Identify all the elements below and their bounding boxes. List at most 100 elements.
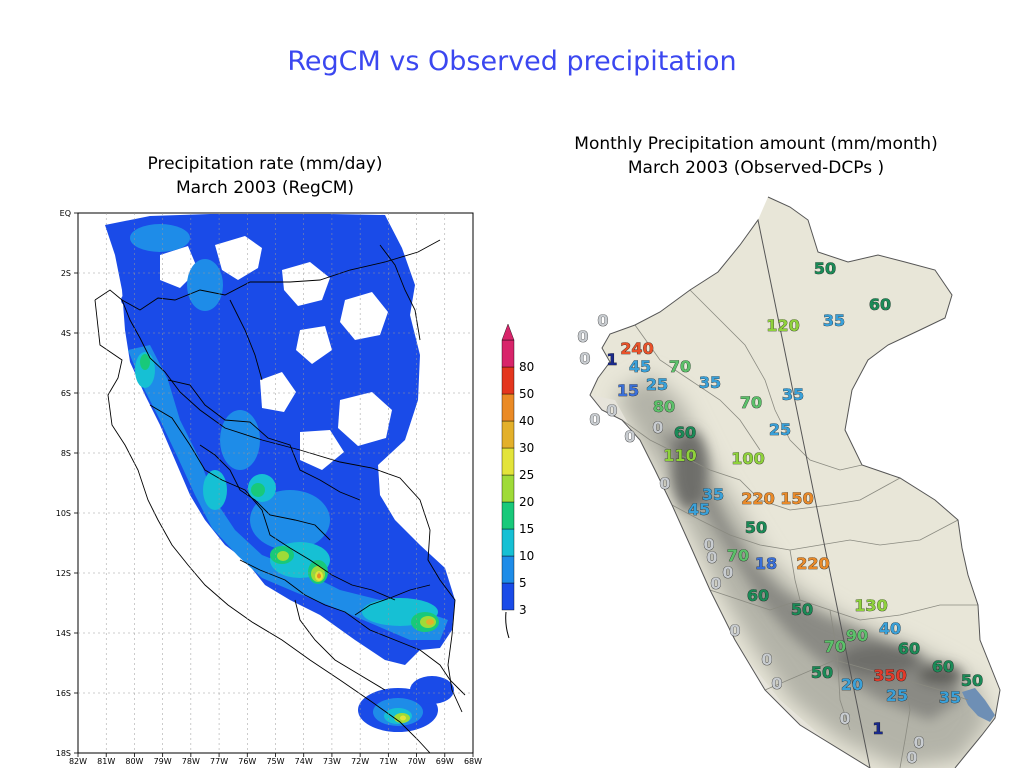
colorbar-level-label: 20 <box>519 495 534 509</box>
station-value-label: 70 <box>669 357 691 376</box>
latitude-label: 6S <box>61 389 71 398</box>
regcm-caption-line2: March 2003 (RegCM) <box>176 178 354 198</box>
station-value-label: 0 <box>652 418 663 437</box>
longitude-label: 74W <box>295 757 313 766</box>
station-value-label: 0 <box>579 349 590 368</box>
observed-map-caption: Monthly Precipitation amount (mm/month) … <box>548 132 964 180</box>
peru-outline <box>589 196 1001 768</box>
regional-border <box>294 599 386 691</box>
station-value-label: 0 <box>703 535 714 554</box>
station-value-label: 40 <box>879 619 901 638</box>
regcm-map-caption: Precipitation rate (mm/day) March 2003 (… <box>120 152 410 200</box>
colorbar-level-label: 80 <box>519 360 534 374</box>
peru-northern-border <box>94 239 441 311</box>
colorbar-swatch <box>501 474 515 503</box>
station-value-label: 25 <box>886 686 908 705</box>
rain-field-5mm <box>187 259 223 311</box>
regional-border <box>239 559 421 651</box>
station-value-label: 0 <box>906 748 917 767</box>
latlon-gridlines <box>74 212 474 757</box>
station-value-label: 70 <box>740 393 762 412</box>
longitude-label: 80W <box>125 757 143 766</box>
station-value-label: 60 <box>898 639 920 658</box>
andes-peaks <box>660 430 962 720</box>
station-value-label: 20 <box>841 675 863 694</box>
station-value-label: 220 <box>741 489 774 508</box>
rain-core-30mm <box>426 619 434 625</box>
department-border <box>689 289 863 471</box>
station-value-label: 0 <box>771 674 782 693</box>
station-value-label: 25 <box>769 420 791 439</box>
station-value-label: 25 <box>646 375 668 394</box>
colorbar-swatch <box>501 339 515 368</box>
department-border <box>621 419 901 511</box>
station-value-label: 1 <box>606 350 617 369</box>
colorbar-level-label: 10 <box>519 549 534 563</box>
rain-field-15mm <box>251 483 265 497</box>
regcm-caption-line1: Precipitation rate (mm/day) <box>147 154 383 174</box>
station-value-label: 45 <box>688 500 710 519</box>
dry-patch <box>215 236 262 280</box>
colorbar-level-label: 25 <box>519 468 534 482</box>
coastline-and-borders <box>94 239 466 753</box>
station-value-label: 0 <box>710 574 721 593</box>
station-value-label: 60 <box>869 295 891 314</box>
longitude-label: 70W <box>408 757 426 766</box>
station-value-label: 0 <box>761 650 772 669</box>
longitude-label: 71W <box>379 757 397 766</box>
peru-eastern-border <box>121 299 463 713</box>
dry-patch <box>296 326 332 364</box>
longitude-label: 79W <box>154 757 172 766</box>
station-value-label: 0 <box>706 548 717 567</box>
station-value-label: 0 <box>577 327 588 346</box>
colorbar-swatch <box>501 555 515 584</box>
regional-border <box>149 404 396 601</box>
station-value-label: 35 <box>939 688 961 707</box>
station-value-label: 50 <box>745 518 767 537</box>
observed-caption-line2: March 2003 (Observed-DCPs ) <box>627 158 885 178</box>
station-value-label: 0 <box>729 621 740 640</box>
colorbar-swatch <box>501 582 515 611</box>
latitude-label: 12S <box>56 569 71 578</box>
latitude-label: 18S <box>56 749 71 758</box>
longitude-label: 78W <box>182 757 200 766</box>
department-border <box>899 679 911 768</box>
station-value-label: 100 <box>731 449 764 468</box>
department-border <box>829 609 851 731</box>
rain-cell-south <box>410 676 454 704</box>
slide-title: RegCM vs Observed precipitation <box>287 46 737 77</box>
longitude-label: 75W <box>266 757 284 766</box>
colorbar-swatch <box>501 420 515 449</box>
station-value-label: 18 <box>755 554 777 573</box>
station-value-label: 120 <box>766 316 799 335</box>
station-value-label: 110 <box>663 446 696 465</box>
station-value-label: 50 <box>811 663 833 682</box>
lake-titicaca <box>962 688 995 722</box>
latitude-label: 2S <box>61 269 71 278</box>
station-value-label: 60 <box>932 657 954 676</box>
station-value-label: 0 <box>624 427 635 446</box>
station-value-label: 80 <box>653 397 675 416</box>
station-value-label: 45 <box>629 357 651 376</box>
station-value-label: 0 <box>597 311 608 330</box>
rain-field-5mm <box>220 410 260 470</box>
latitude-label: 8S <box>61 449 71 458</box>
station-value-label: 0 <box>589 410 600 429</box>
colorbar-level-label: 15 <box>519 522 534 536</box>
station-value-label: 0 <box>659 474 670 493</box>
station-value-label: 35 <box>782 385 804 404</box>
latitude-label: EQ <box>60 209 71 218</box>
longitude-label: 69W <box>436 757 454 766</box>
latitude-label: 10S <box>56 509 71 518</box>
lake-titicaca-outline <box>419 649 466 696</box>
station-value-label: 70 <box>727 546 749 565</box>
longitude-label: 68W <box>464 757 482 766</box>
peru-relief <box>590 197 1000 768</box>
colorbar-level-label: 40 <box>519 414 534 428</box>
latitude-label: 4S <box>61 329 71 338</box>
station-value-label: 50 <box>791 600 813 619</box>
